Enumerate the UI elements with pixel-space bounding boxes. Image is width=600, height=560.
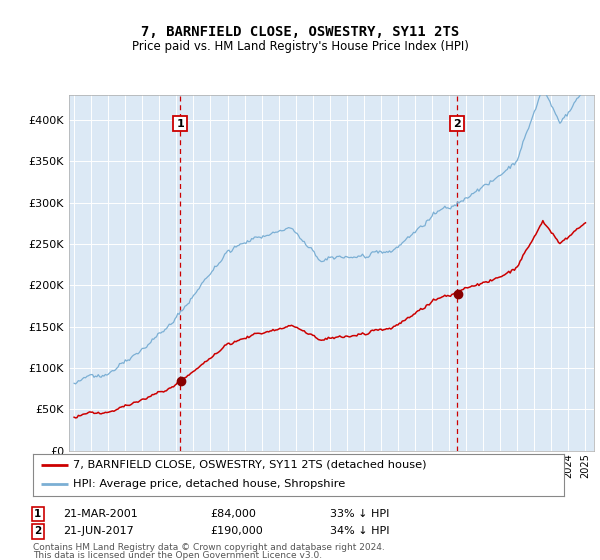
Text: £190,000: £190,000 [210,526,263,536]
Text: This data is licensed under the Open Government Licence v3.0.: This data is licensed under the Open Gov… [33,551,322,560]
Text: 7, BARNFIELD CLOSE, OSWESTRY, SY11 2TS: 7, BARNFIELD CLOSE, OSWESTRY, SY11 2TS [141,25,459,39]
Text: Contains HM Land Registry data © Crown copyright and database right 2024.: Contains HM Land Registry data © Crown c… [33,543,385,552]
Text: 33% ↓ HPI: 33% ↓ HPI [330,509,389,519]
Text: 21-JUN-2017: 21-JUN-2017 [63,526,134,536]
Text: 21-MAR-2001: 21-MAR-2001 [63,509,138,519]
Text: 1: 1 [34,509,41,519]
Text: HPI: Average price, detached house, Shropshire: HPI: Average price, detached house, Shro… [73,479,345,489]
Text: 2: 2 [34,526,41,536]
Text: 2: 2 [453,119,461,129]
Text: 34% ↓ HPI: 34% ↓ HPI [330,526,389,536]
Text: 1: 1 [176,119,184,129]
Text: 7, BARNFIELD CLOSE, OSWESTRY, SY11 2TS (detached house): 7, BARNFIELD CLOSE, OSWESTRY, SY11 2TS (… [73,460,427,470]
Text: £84,000: £84,000 [210,509,256,519]
Text: Price paid vs. HM Land Registry's House Price Index (HPI): Price paid vs. HM Land Registry's House … [131,40,469,53]
